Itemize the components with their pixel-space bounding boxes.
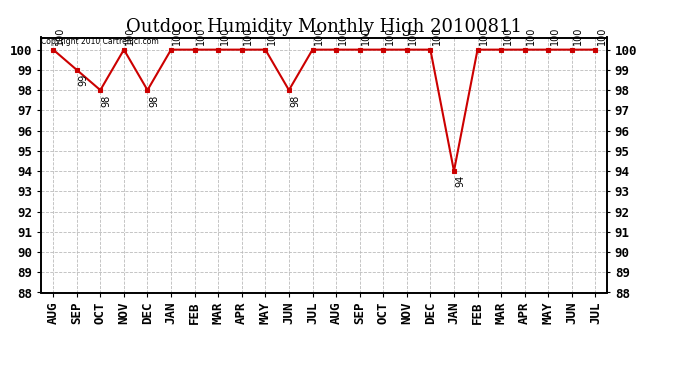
Text: 100: 100 xyxy=(337,27,348,45)
Text: 100: 100 xyxy=(432,27,442,45)
Text: 100: 100 xyxy=(479,27,489,45)
Text: 100: 100 xyxy=(502,27,513,45)
Text: 100: 100 xyxy=(550,27,560,45)
Text: 100: 100 xyxy=(243,27,253,45)
Text: 100: 100 xyxy=(384,27,395,45)
Text: 99: 99 xyxy=(78,74,88,86)
Text: Copyright 2010 Cartrenicl.com: Copyright 2010 Cartrenicl.com xyxy=(41,38,159,46)
Title: Outdoor Humidity Monthly High 20100811: Outdoor Humidity Monthly High 20100811 xyxy=(126,18,522,36)
Text: 100: 100 xyxy=(267,27,277,45)
Text: 94: 94 xyxy=(455,175,465,188)
Text: 100: 100 xyxy=(314,27,324,45)
Text: 100: 100 xyxy=(126,27,135,45)
Text: 100: 100 xyxy=(597,27,607,45)
Text: 100: 100 xyxy=(361,27,371,45)
Text: 98: 98 xyxy=(290,94,300,106)
Text: 100: 100 xyxy=(196,27,206,45)
Text: 100: 100 xyxy=(408,27,418,45)
Text: 98: 98 xyxy=(149,94,159,106)
Text: 98: 98 xyxy=(101,94,112,106)
Text: 100: 100 xyxy=(573,27,583,45)
Text: 100: 100 xyxy=(172,27,182,45)
Text: 100: 100 xyxy=(526,27,536,45)
Text: 100: 100 xyxy=(55,27,65,45)
Text: 100: 100 xyxy=(219,27,230,45)
